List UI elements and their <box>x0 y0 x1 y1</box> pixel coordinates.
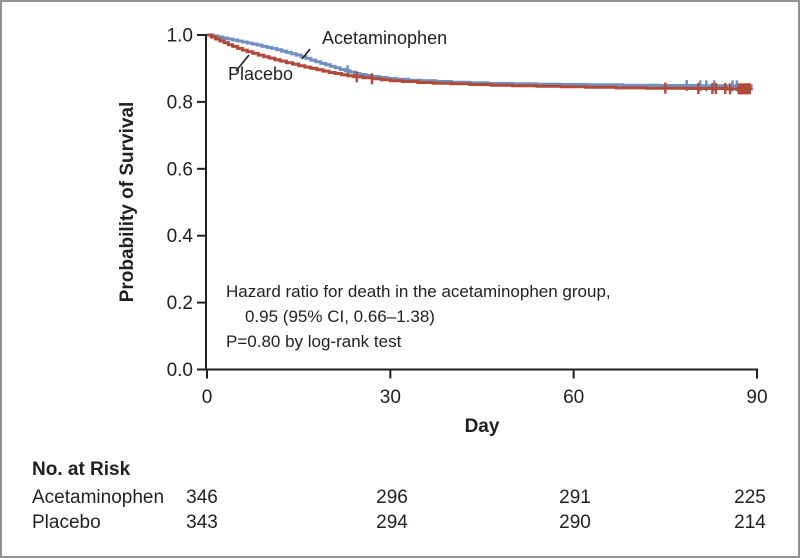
svg-text:90: 90 <box>746 387 767 408</box>
risk-value: 296 <box>376 487 408 508</box>
svg-text:0.4: 0.4 <box>167 226 194 247</box>
svg-text:0.6: 0.6 <box>167 159 193 180</box>
risk-row-label: Placebo <box>32 512 101 533</box>
svg-text:30: 30 <box>380 387 401 408</box>
risk-value: 343 <box>186 512 218 533</box>
x-axis-title: Day <box>464 416 500 437</box>
risk-row-acetaminophen: Acetaminophen 346 296 291 225 <box>2 487 798 511</box>
svg-text:1.0: 1.0 <box>167 26 193 47</box>
annotation-line-2: 0.95 (95% CI, 0.66–1.38) <box>245 307 435 326</box>
risk-value: 294 <box>376 512 408 533</box>
hazard-ratio-annotation: Hazard ratio for death in the acetaminop… <box>226 279 611 354</box>
svg-text:60: 60 <box>563 387 584 408</box>
curve-label-acetaminophen: Acetaminophen <box>322 28 448 48</box>
risk-value: 214 <box>734 512 766 533</box>
curve-label-placebo: Placebo <box>228 64 294 84</box>
risk-value: 290 <box>559 512 591 533</box>
risk-value: 346 <box>186 487 218 508</box>
annotation-line-1: Hazard ratio for death in the acetaminop… <box>226 282 611 301</box>
svg-text:0.8: 0.8 <box>167 92 193 113</box>
annotation-line-3: P=0.80 by log-rank test <box>226 332 402 351</box>
risk-row-label: Acetaminophen <box>32 487 165 508</box>
svg-text:0.0: 0.0 <box>167 360 193 381</box>
svg-text:0.2: 0.2 <box>167 293 193 314</box>
risk-table-title: No. at Risk <box>32 459 131 480</box>
km-chart: 0.0 0.2 0.4 0.6 0.8 1.0 0 30 60 90 <box>167 26 768 409</box>
y-axis-title: Probability of Survival <box>117 101 138 303</box>
svg-text:0: 0 <box>202 387 213 408</box>
risk-row-placebo: Placebo 343 294 290 214 <box>2 512 798 536</box>
risk-value: 225 <box>734 487 766 508</box>
risk-value: 291 <box>559 487 591 508</box>
